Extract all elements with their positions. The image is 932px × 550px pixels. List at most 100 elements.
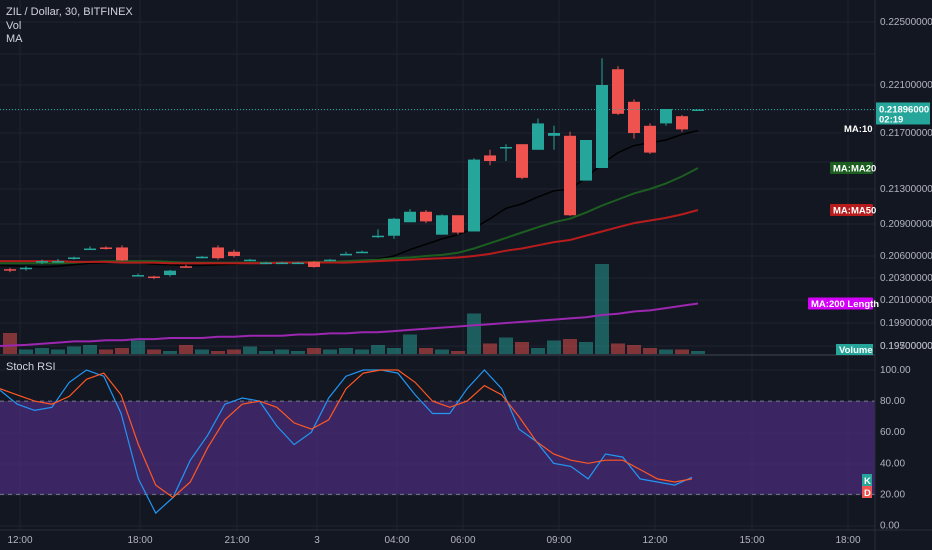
candle[interactable]: [260, 261, 272, 265]
volume-bar: [371, 345, 385, 354]
candle-body: [532, 123, 544, 150]
candle-body: [548, 133, 560, 136]
candle[interactable]: [292, 261, 304, 265]
price-tick-label: 0.22500000: [880, 17, 932, 28]
candle[interactable]: [436, 214, 448, 235]
candle-body: [244, 259, 256, 262]
ma-tag: MA:200 Length: [808, 297, 879, 310]
candle-body: [372, 235, 384, 238]
candle-body: [580, 140, 592, 181]
candle-body: [52, 261, 64, 263]
candle[interactable]: [196, 256, 208, 259]
candle[interactable]: [84, 246, 96, 251]
candle[interactable]: [20, 266, 32, 271]
candle[interactable]: [148, 275, 160, 280]
candle-body: [516, 144, 528, 178]
candle[interactable]: [4, 267, 16, 273]
candle-body: [228, 251, 240, 256]
price-tick-label: 0.20900000: [880, 219, 932, 230]
candle[interactable]: [324, 258, 336, 262]
time-tick-label: 3: [314, 535, 320, 546]
price-axis[interactable]: 0.22500000 0.22100000 0.21700000 0.21300000…: [880, 17, 932, 352]
candle[interactable]: [244, 258, 256, 262]
rsi-axis[interactable]: 100.00 80.00 60.00 40.00 20.00 0.00: [880, 365, 911, 532]
volume-bar: [611, 343, 625, 354]
rsi-band: [0, 401, 875, 495]
candle[interactable]: [356, 250, 368, 254]
rsi-tick-label: 0.00: [880, 521, 900, 532]
time-tick-label: 15:00: [739, 535, 764, 546]
k-tag-label: K: [864, 476, 871, 487]
candle[interactable]: [660, 109, 672, 126]
volume-legend[interactable]: Vol: [6, 20, 21, 32]
ma-tag-label: MA:MA20: [833, 164, 876, 175]
candle[interactable]: [228, 249, 240, 258]
candle[interactable]: [564, 131, 576, 217]
candle[interactable]: [308, 261, 320, 268]
price-tick-label: 0.19500000: [880, 341, 932, 352]
candle[interactable]: [484, 149, 496, 166]
candle[interactable]: [628, 99, 640, 139]
candle[interactable]: [516, 144, 528, 180]
candle[interactable]: [692, 109, 704, 111]
candles[interactable]: [4, 58, 704, 280]
candle[interactable]: [500, 144, 512, 161]
volume-bar: [563, 339, 577, 354]
candle[interactable]: [644, 123, 656, 154]
ma-legend[interactable]: MA: [6, 33, 23, 45]
candle-body: [4, 269, 16, 271]
stoch-d-tag: D: [862, 486, 872, 499]
candle[interactable]: [388, 217, 400, 239]
candle-body: [20, 267, 32, 270]
candle[interactable]: [52, 258, 64, 263]
candle[interactable]: [100, 246, 112, 250]
stoch-k-tag: K: [862, 474, 872, 487]
candle-body: [212, 247, 224, 259]
candle-body: [276, 262, 288, 265]
volume-bar: [275, 349, 289, 354]
time-tick-label: 21:00: [224, 535, 249, 546]
volume-bar: [323, 349, 337, 354]
candle[interactable]: [532, 118, 544, 150]
volume-bar: [99, 349, 113, 354]
candle[interactable]: [452, 215, 464, 235]
candle-body: [292, 262, 304, 265]
candle[interactable]: [180, 264, 192, 268]
last-price-value: 0.21896000: [879, 104, 929, 115]
candle[interactable]: [68, 256, 80, 260]
candle[interactable]: [372, 229, 384, 238]
candle[interactable]: [164, 269, 176, 277]
candle[interactable]: [212, 245, 224, 260]
candle[interactable]: [548, 125, 560, 150]
candle[interactable]: [468, 158, 480, 232]
candle-body: [164, 270, 176, 276]
volume-bar: [483, 343, 497, 354]
volume-bar: [419, 348, 433, 354]
candle[interactable]: [116, 245, 128, 262]
price-tick-label: 0.22100000: [880, 80, 932, 91]
candle-body: [132, 275, 144, 277]
time-axis[interactable]: 12:00 18:00 21:00 3 04:00 06:00 09:00 12:00 15:0…: [7, 535, 860, 546]
d-tag-label: D: [864, 488, 871, 499]
candle[interactable]: [612, 66, 624, 115]
last-price-tag: 0.21896000 02:19: [876, 102, 930, 125]
candle[interactable]: [420, 210, 432, 224]
candle[interactable]: [580, 140, 592, 181]
ma-tag: MA:MA20: [830, 162, 876, 175]
candle-body: [500, 147, 512, 149]
candle[interactable]: [596, 58, 608, 168]
volume-bar: [195, 349, 209, 354]
candle[interactable]: [404, 209, 416, 223]
price-tick-label: 0.20100000: [880, 295, 932, 306]
candle[interactable]: [340, 251, 352, 256]
candle-body: [340, 253, 352, 256]
stoch-rsi-title[interactable]: Stoch RSI: [6, 361, 56, 373]
volume-bar: [259, 351, 273, 354]
symbol-title[interactable]: ZIL / Dollar, 30, BITFINEX: [6, 6, 133, 18]
candle[interactable]: [676, 115, 688, 132]
candle[interactable]: [276, 261, 288, 265]
volume-bar: [211, 351, 225, 354]
candle[interactable]: [132, 273, 144, 277]
candle[interactable]: [36, 259, 48, 265]
ma-tag-label: MA:10: [844, 124, 873, 135]
